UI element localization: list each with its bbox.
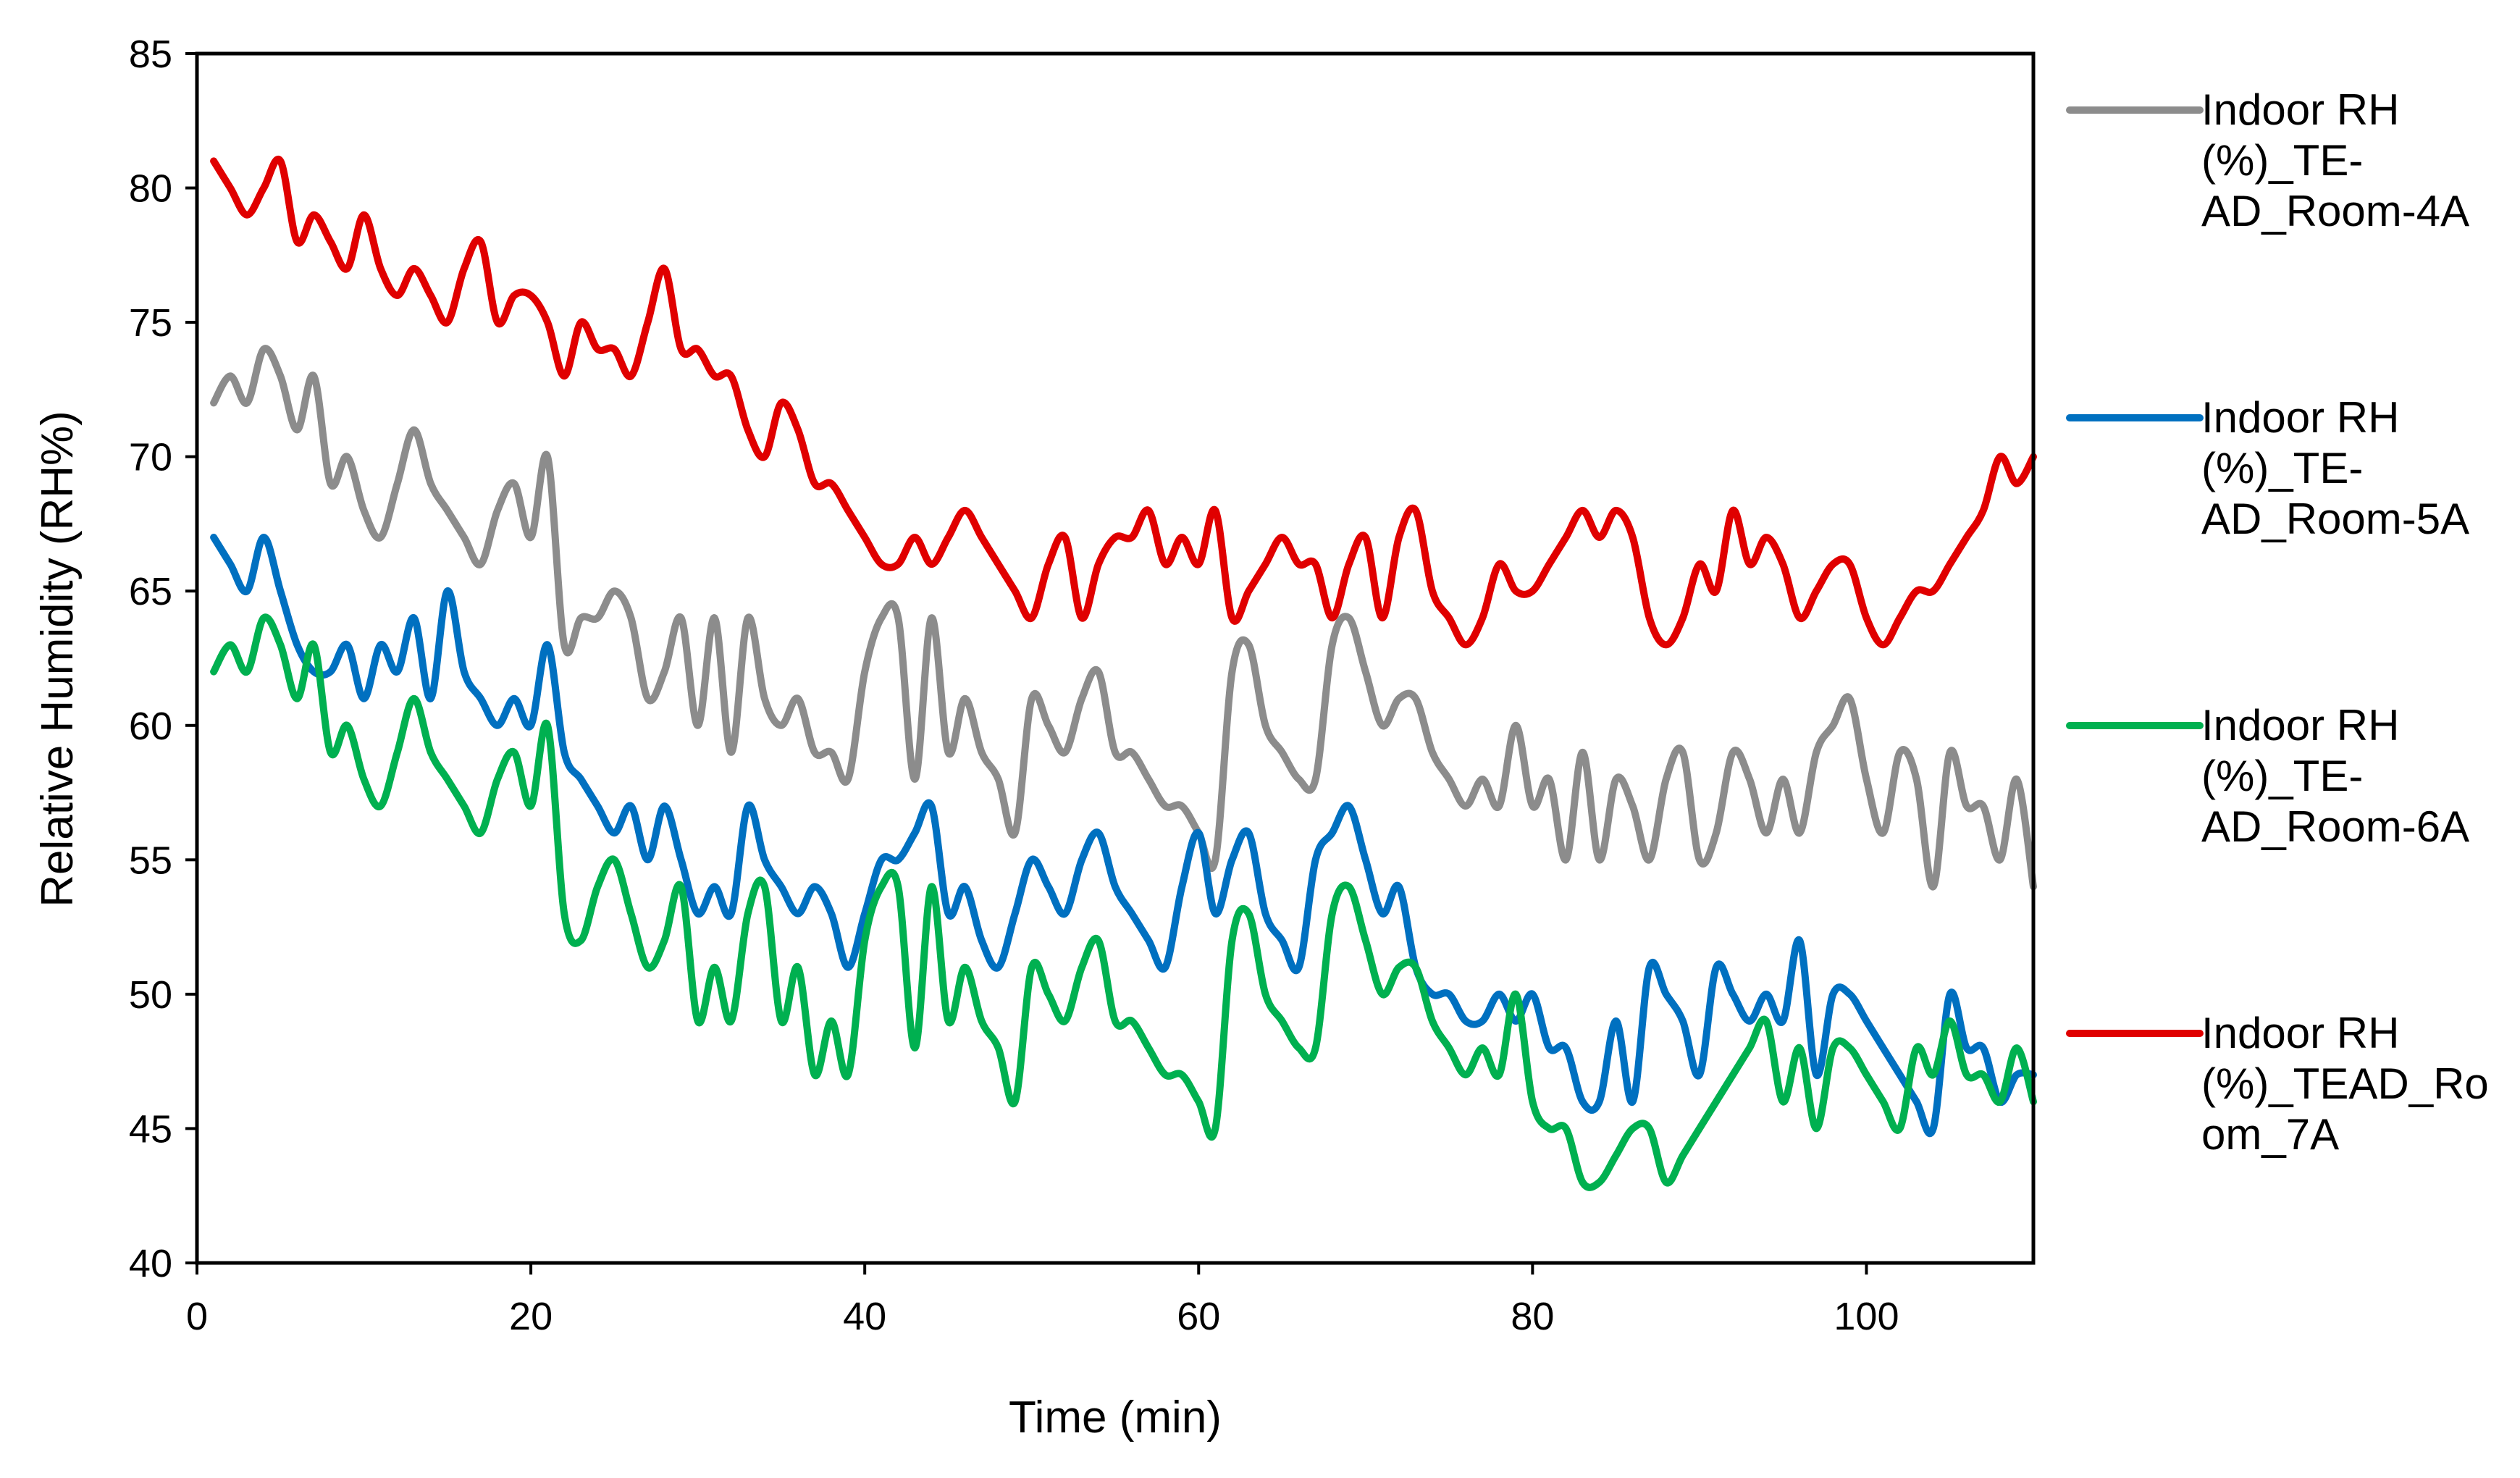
x-tick-label: 80 bbox=[1511, 1295, 1554, 1338]
y-tick-label: 65 bbox=[129, 570, 172, 613]
y-tick-label: 70 bbox=[129, 436, 172, 479]
y-tick-label: 80 bbox=[129, 167, 172, 211]
y-tick-label: 75 bbox=[129, 301, 172, 345]
legend-label-line: Indoor RH bbox=[2201, 393, 2399, 442]
series-line-2 bbox=[210, 534, 2037, 1138]
x-tick-label: 60 bbox=[1177, 1295, 1220, 1338]
legend-label-line: (%)_TE- bbox=[2201, 136, 2363, 185]
series-line-4 bbox=[210, 156, 2037, 649]
y-tick-label: 50 bbox=[129, 973, 172, 1017]
legend-label-line: (%)_TE- bbox=[2201, 444, 2363, 492]
plot-area-frame bbox=[195, 51, 2036, 1265]
y-tick-label: 40 bbox=[129, 1242, 172, 1285]
legend-item-1: Indoor RH(%)_TE-AD_Room-4A bbox=[2066, 85, 2469, 235]
series-line-1 bbox=[210, 345, 2037, 891]
y-tick-label: 85 bbox=[129, 33, 172, 76]
x-tick-label: 0 bbox=[186, 1295, 208, 1338]
series-layer bbox=[210, 156, 2037, 1191]
y-axis: 40 45 50 55 60 65 70 75 80 85 bbox=[129, 33, 197, 1285]
legend-label-line: Indoor RH bbox=[2201, 701, 2399, 750]
legend-label-line: AD_Room-4A bbox=[2201, 187, 2469, 235]
legend-label-line: om_7A bbox=[2201, 1110, 2339, 1159]
y-tick-label: 55 bbox=[129, 839, 172, 882]
y-axis-title: Relative Humidity (RH%) bbox=[33, 411, 83, 907]
x-axis-title: Time (min) bbox=[1009, 1393, 1222, 1443]
legend-label-line: Indoor RH bbox=[2201, 85, 2399, 134]
x-tick-label: 40 bbox=[843, 1295, 886, 1338]
legend-label-line: AD_Room-6A bbox=[2201, 802, 2469, 851]
x-tick-label: 100 bbox=[1834, 1295, 1899, 1338]
legend-label-line: AD_Room-5A bbox=[2201, 495, 2469, 543]
y-tick-label: 60 bbox=[129, 705, 172, 748]
x-axis: 0 20 40 60 80 100 bbox=[186, 1263, 1899, 1338]
series-line-3 bbox=[210, 613, 2037, 1191]
legend-item-3: Indoor RH(%)_TE-AD_Room-6A bbox=[2066, 701, 2469, 851]
legend-label-line: (%)_TEAD_Ro bbox=[2201, 1059, 2489, 1108]
legend-label-line: Indoor RH bbox=[2201, 1009, 2399, 1057]
legend-item-4: Indoor RH(%)_TEAD_Room_7A bbox=[2066, 1009, 2489, 1159]
y-tick-label: 45 bbox=[129, 1107, 172, 1151]
legend-item-2: Indoor RH(%)_TE-AD_Room-5A bbox=[2066, 393, 2469, 543]
legend-label-line: (%)_TE- bbox=[2201, 752, 2363, 800]
x-tick-label: 20 bbox=[509, 1295, 553, 1338]
